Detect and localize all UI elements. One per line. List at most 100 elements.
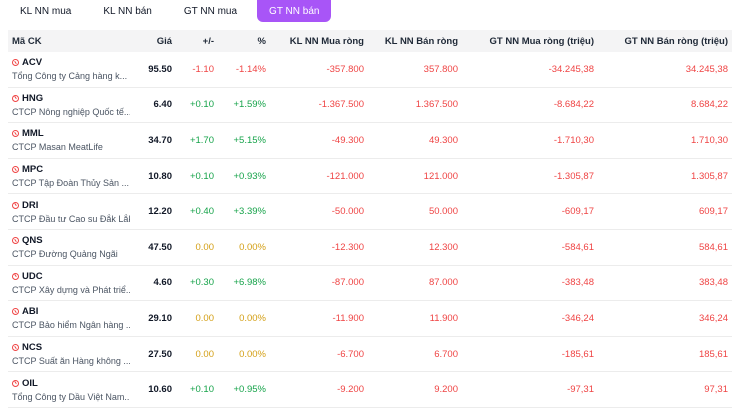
- gt-mua-value: -609,17: [561, 206, 594, 218]
- header-kl-ban[interactable]: KL NN Bán ròng: [384, 35, 458, 47]
- gt-mua-value: -34.245,38: [548, 63, 594, 75]
- alert-icon[interactable]: [12, 94, 19, 102]
- stock-cell[interactable]: MPC CTCP Tập Đoàn Thủy Sản ...: [8, 164, 132, 188]
- alert-icon[interactable]: [12, 166, 19, 174]
- kl-mua-value: -121.000: [326, 170, 364, 182]
- header-symbol[interactable]: Mã CK: [12, 35, 42, 47]
- kl-ban-value: 11.900: [429, 312, 458, 324]
- table-row[interactable]: QNS CTCP Đường Quảng Ngãi 47.50 0.00 0.00% -1…: [8, 230, 732, 266]
- alert-icon[interactable]: [12, 201, 19, 209]
- tab-kl-nn-ban[interactable]: KL NN bán: [103, 5, 152, 17]
- alert-icon[interactable]: [12, 308, 19, 316]
- table-row[interactable]: UDC CTCP Xây dựng và Phát triể... 4.60 +0.3…: [8, 266, 732, 302]
- gt-ban-value: 346,24: [698, 312, 728, 324]
- company-name: CTCP Đường Quảng Ngãi: [12, 249, 118, 260]
- header-gt-mua[interactable]: GT NN Mua ròng (triệu): [489, 35, 595, 47]
- header-change[interactable]: +/-: [202, 35, 214, 47]
- company-name: CTCP Bảo hiểm Ngân hàng ...: [12, 320, 130, 331]
- gt-ban-value: 185,61: [698, 348, 728, 360]
- stock-cell[interactable]: DRI CTCP Đầu tư Cao su Đắk Lắk: [8, 200, 132, 224]
- gt-ban-value: 8.684,22: [691, 99, 728, 111]
- gt-mua-value: -584,61: [561, 241, 594, 253]
- stock-symbol[interactable]: DRI: [22, 199, 39, 211]
- price-value: 12.20: [148, 206, 172, 218]
- tab-kl-nn-mua[interactable]: KL NN mua: [20, 5, 72, 17]
- kl-ban-value: 6.700: [434, 348, 458, 360]
- price-value: 95.50: [148, 63, 172, 75]
- gt-ban-value: 383,48: [698, 277, 728, 289]
- stock-symbol[interactable]: MML: [22, 128, 44, 140]
- percent-value: +3.39%: [233, 206, 267, 218]
- stock-cell[interactable]: OIL Tổng Công ty Dầu Việt Nam...: [8, 378, 132, 402]
- stock-cell[interactable]: MML CTCP Masan MeatLife: [8, 128, 132, 152]
- kl-ban-value: 357.800: [423, 63, 458, 75]
- gt-ban-value: 1.710,30: [691, 134, 728, 146]
- stock-symbol[interactable]: QNS: [22, 235, 43, 247]
- stock-symbol[interactable]: UDC: [22, 270, 43, 282]
- kl-ban-value: 1.367.500: [415, 99, 458, 111]
- kl-mua-value: -357.800: [326, 63, 364, 75]
- percent-value: +0.95%: [233, 384, 267, 396]
- header-kl-mua[interactable]: KL NN Mua ròng: [289, 35, 364, 47]
- kl-mua-value: -87.000: [331, 277, 364, 289]
- gt-mua-value: -383,48: [561, 277, 594, 289]
- kl-ban-value: 12.300: [428, 241, 458, 253]
- gt-mua-value: -346,24: [561, 312, 594, 324]
- stock-symbol[interactable]: OIL: [22, 377, 38, 389]
- tab-gt-nn-mua[interactable]: GT NN mua: [183, 5, 238, 17]
- kl-mua-value: -1.367.500: [318, 99, 364, 111]
- table-row[interactable]: MPC CTCP Tập Đoàn Thủy Sản ... 10.80 +0.10 +…: [8, 159, 732, 195]
- price-value: 10.60: [148, 384, 172, 396]
- gt-ban-value: 609,17: [698, 206, 728, 218]
- header-percent[interactable]: %: [257, 35, 266, 47]
- stock-cell[interactable]: UDC CTCP Xây dựng và Phát triể...: [8, 271, 132, 295]
- table-header: Mã CK Giá +/- % KL NN Mua ròng KL NN Bán…: [8, 30, 732, 52]
- percent-value: 0.00%: [239, 312, 266, 324]
- stock-symbol[interactable]: HNG: [22, 92, 44, 104]
- gt-mua-value: -1.305,87: [553, 170, 594, 182]
- gt-mua-value: -97,31: [567, 384, 594, 396]
- alert-icon[interactable]: [12, 237, 19, 245]
- alert-icon[interactable]: [12, 272, 19, 280]
- stock-symbol[interactable]: NCS: [22, 342, 43, 354]
- percent-value: +1.59%: [233, 99, 267, 111]
- table-row[interactable]: HNG CTCP Nông nghiệp Quốc tế... 6.40 +0.10 +…: [8, 88, 732, 124]
- stock-cell[interactable]: ACV Tổng Công ty Cảng hàng k...: [8, 57, 132, 81]
- tab-bar: KL NN mua KL NN bán GT NN mua GT NN bán: [0, 0, 754, 22]
- company-name: Tổng Công ty Dầu Việt Nam...: [12, 391, 130, 402]
- table-row[interactable]: NCS CTCP Suất ăn Hàng không ... 27.50 0.00 0…: [8, 337, 732, 373]
- percent-value: +5.15%: [233, 134, 267, 146]
- table-row[interactable]: OIL Tổng Công ty Dầu Việt Nam... 10.60 +0.1…: [8, 372, 732, 408]
- stock-cell[interactable]: ABI CTCP Bảo hiểm Ngân hàng ...: [8, 306, 132, 330]
- stock-symbol[interactable]: ACV: [22, 57, 43, 69]
- stock-symbol[interactable]: MPC: [22, 164, 44, 176]
- change-value: +0.10: [189, 384, 214, 396]
- change-value: +0.30: [189, 277, 214, 289]
- header-price[interactable]: Giá: [156, 35, 172, 47]
- table-row[interactable]: ACV Tổng Công ty Cảng hàng k... 95.50 -1.10…: [8, 52, 732, 88]
- alert-icon[interactable]: [12, 59, 19, 67]
- alert-icon[interactable]: [12, 344, 19, 352]
- stock-cell[interactable]: NCS CTCP Suất ăn Hàng không ...: [8, 342, 132, 366]
- header-gt-ban[interactable]: GT NN Bán ròng (triệu): [624, 35, 728, 47]
- table-row[interactable]: MML CTCP Masan MeatLife 34.70 +1.70 +5.15% -4…: [8, 123, 732, 159]
- kl-ban-value: 49.300: [428, 134, 458, 146]
- stock-symbol[interactable]: ABI: [22, 306, 39, 318]
- kl-mua-value: -49.300: [331, 134, 364, 146]
- gt-ban-value: 584,61: [698, 241, 728, 253]
- kl-mua-value: -9.200: [337, 384, 364, 396]
- kl-mua-value: -11.900: [332, 312, 364, 324]
- gt-ban-value: 97,31: [704, 384, 728, 396]
- gt-mua-value: -1.710,30: [553, 134, 594, 146]
- price-value: 27.50: [148, 348, 172, 360]
- alert-icon[interactable]: [12, 130, 19, 138]
- gt-ban-value: 1.305,87: [691, 170, 728, 182]
- stock-cell[interactable]: QNS CTCP Đường Quảng Ngãi: [8, 235, 132, 259]
- table-row[interactable]: ABI CTCP Bảo hiểm Ngân hàng ... 29.10 0.00 0…: [8, 301, 732, 337]
- tab-gt-nn-ban[interactable]: GT NN bán: [257, 0, 332, 22]
- stock-cell[interactable]: HNG CTCP Nông nghiệp Quốc tế...: [8, 93, 132, 117]
- kl-ban-value: 50.000: [428, 206, 458, 218]
- table-row[interactable]: DRI CTCP Đầu tư Cao su Đắk Lắk 12.20 +0.40 +…: [8, 194, 732, 230]
- change-value: +0.10: [189, 99, 214, 111]
- alert-icon[interactable]: [12, 379, 19, 387]
